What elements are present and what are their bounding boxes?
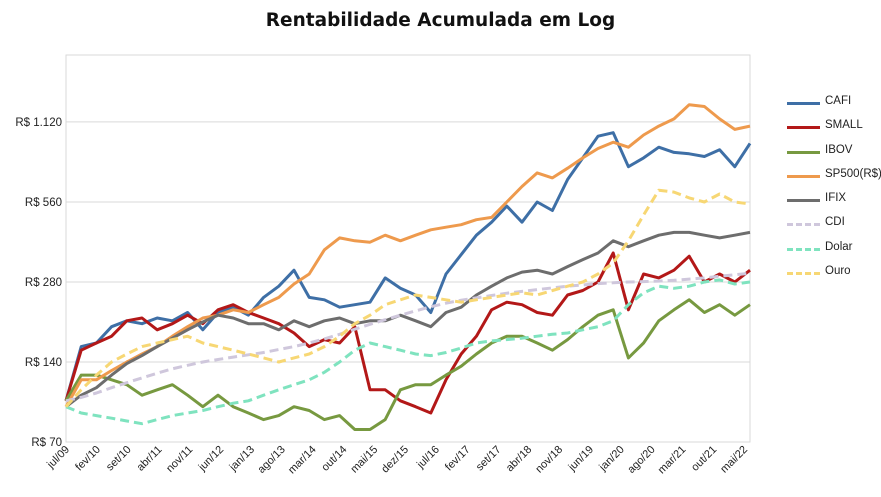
- legend-label-cdi: CDI: [825, 216, 845, 229]
- x-tick-label: jun/12: [196, 444, 226, 474]
- series-line-ouro: [64, 188, 751, 408]
- y-tick-label: R$ 560: [25, 197, 62, 209]
- legend-item-dolar: Dolar: [785, 240, 881, 264]
- x-tick-label: ago/20: [625, 444, 657, 476]
- x-tick-label: jan/13: [227, 444, 257, 474]
- series-line-dolar: [65, 278, 751, 426]
- legend-item-ibov: IBOV: [785, 143, 881, 167]
- x-tick-label: jul/16: [414, 444, 442, 472]
- x-tick-label: mar/21: [656, 444, 689, 477]
- y-tick-label: R$ 280: [25, 277, 62, 289]
- x-tick-label: fev/10: [73, 444, 103, 474]
- legend-label-sp500: SP500(R$): [825, 167, 881, 180]
- y-tick-label: R$ 140: [25, 357, 62, 369]
- plot-border: [65, 54, 751, 443]
- x-tick-label: abr/11: [135, 444, 165, 474]
- legend-item-cafi: CAFI: [785, 94, 881, 118]
- x-axis-labels: jul/09 fev/10 set/10 abr/11 nov/11 jun/12 jan/…: [44, 444, 750, 477]
- series-lines: [64, 103, 752, 431]
- series-line-ifix: [65, 230, 751, 408]
- legend-item-ifix: IFIX: [785, 191, 881, 215]
- legend-swatch-ouro: [787, 272, 820, 276]
- legend-swatch-cdi: [787, 223, 820, 227]
- x-tick-label: set/10: [104, 444, 134, 474]
- x-tick-label: set/17: [474, 444, 504, 474]
- legend-swatch-dolar: [787, 247, 820, 251]
- x-tick-label: nov/11: [164, 444, 195, 475]
- x-tick-label: out/14: [319, 444, 349, 474]
- series-line-cafi: [64, 131, 752, 402]
- series-line-small: [64, 251, 751, 415]
- x-tick-label: jun/19: [566, 444, 596, 474]
- legend-label-cafi: CAFI: [825, 95, 852, 107]
- x-tick-label: out/21: [689, 444, 719, 474]
- legend-item-cdi: CDI: [785, 215, 881, 239]
- chart-title: Rentabilidade Acumulada em Log: [265, 10, 616, 31]
- x-tick-label: ago/13: [256, 444, 288, 476]
- x-tick-label: nov/18: [533, 444, 565, 476]
- legend-label-ouro: Ouro: [825, 265, 851, 278]
- y-axis-labels: R$ 70 R$ 140 R$ 280 R$ 560 R$ 1.120: [15, 117, 62, 449]
- legend-label-dolar: Dolar: [825, 240, 853, 253]
- x-tick-label: jan/20: [596, 444, 626, 474]
- legend: CAFI SMALL IBOV SP500(R$) IFIX CDI Dolar…: [785, 94, 881, 288]
- series-line-sp500-r: [64, 103, 751, 408]
- series-line-cdi: [65, 271, 751, 403]
- legend-label-ibov: IBOV: [825, 143, 853, 156]
- legend-item-sp500: SP500(R$): [785, 167, 881, 191]
- y-tick-label: R$ 70: [31, 437, 62, 449]
- series-line-ibov: [64, 298, 751, 431]
- x-tick-label: dez/15: [379, 444, 411, 476]
- x-tick-label: abr/18: [504, 444, 535, 475]
- legend-label-small: SMALL: [825, 119, 863, 132]
- x-tick-label: mai/22: [718, 444, 750, 476]
- legend-label-ifix: IFIX: [825, 192, 847, 205]
- x-tick-label: mar/14: [286, 444, 319, 477]
- legend-swatch-ifix: [787, 199, 820, 203]
- x-tick-label: mai/15: [348, 444, 380, 476]
- legend-swatch-small: [787, 126, 820, 130]
- legend-swatch-sp500: [787, 174, 820, 178]
- legend-swatch-ibov: [787, 150, 820, 154]
- x-tick-label: fev/17: [443, 444, 473, 474]
- legend-item-small: SMALL: [785, 118, 881, 142]
- y-tick-label: R$ 1.120: [15, 117, 62, 129]
- legend-swatch-cafi: [787, 102, 820, 105]
- legend-item-ouro: Ouro: [785, 264, 881, 288]
